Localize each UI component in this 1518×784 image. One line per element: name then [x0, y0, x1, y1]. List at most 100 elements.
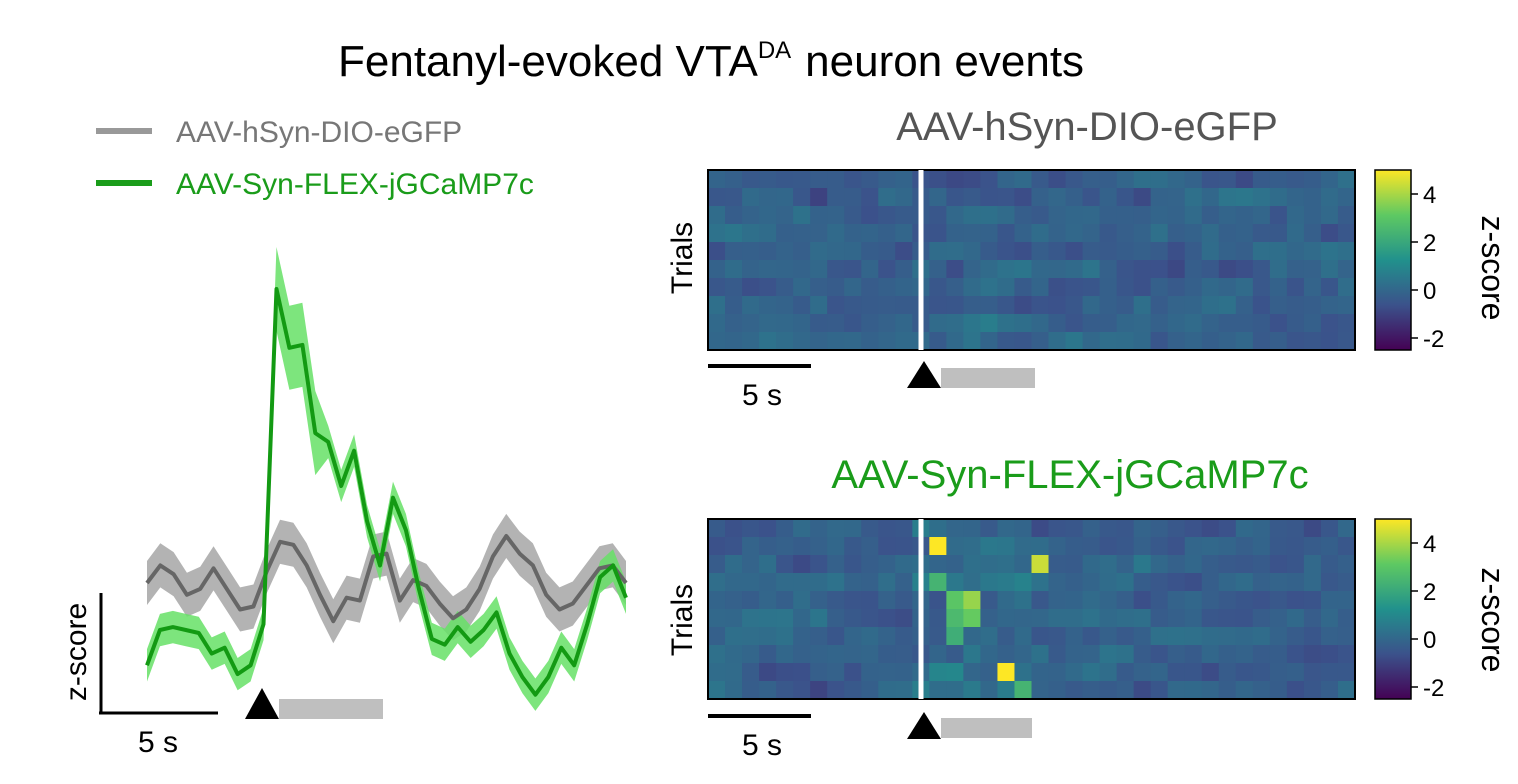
heatmap-cell-gcamp: [1252, 609, 1271, 628]
heatmap-cell-gcamp: [963, 681, 982, 700]
heatmap-cell-control: [929, 314, 947, 333]
heatmap-cell-control: [1320, 332, 1339, 351]
heatmap-cell-gcamp: [725, 645, 743, 664]
heatmap-cell-control: [1201, 170, 1220, 189]
heatmap-cell-gcamp: [1218, 663, 1237, 682]
heatmap-cell-control: [1082, 332, 1101, 351]
heatmap-cell-control: [997, 188, 1016, 207]
heatmap-cell-gcamp: [1184, 609, 1203, 628]
colorbar-tick-label-gcamp: 2: [1423, 579, 1436, 606]
colorbar-tick-label-control: 0: [1423, 278, 1436, 305]
heatmap-cell-gcamp: [742, 627, 760, 646]
colorbar-tick-label-control: 4: [1423, 182, 1436, 209]
colorbar-control: [1374, 169, 1412, 351]
heatmap-cell-gcamp: [929, 555, 947, 574]
heatmap-cell-gcamp: [963, 609, 982, 628]
heatmap-cell-gcamp: [1286, 555, 1305, 574]
heatmap-cell-control: [1201, 242, 1220, 261]
heatmap-cell-control: [946, 170, 964, 189]
heatmap-cell-gcamp: [1099, 663, 1118, 682]
heatmap-cell-control: [1303, 242, 1322, 261]
heatmap-cell-control: [1031, 188, 1050, 207]
heatmap-cell-gcamp: [810, 591, 828, 610]
heatmap-cell-control: [861, 206, 879, 225]
heatmap-cell-control: [861, 224, 879, 243]
colorbar-ticks-gcamp: 4 2 0 -2: [1411, 531, 1444, 702]
heatmap-cell-control: [1337, 242, 1356, 261]
heatmap-cell-gcamp: [1150, 537, 1169, 556]
heatmap-cell-control: [844, 332, 862, 351]
heatmap-cell-gcamp: [1048, 573, 1067, 592]
heatmap-cell-control: [1150, 296, 1169, 315]
heatmap-cell-control: [1218, 170, 1237, 189]
legend: AAV-hSyn-DIO-eGFP AAV-Syn-FLEX-jGCaMP7c: [96, 116, 534, 201]
heatmap-cell-gcamp: [810, 627, 828, 646]
heatmap-cell-gcamp: [1099, 681, 1118, 700]
heatmap-cell-gcamp: [861, 663, 879, 682]
heatmap-cell-gcamp: [878, 627, 896, 646]
heatmap-cell-control: [1167, 170, 1186, 189]
heatmap-cell-control: [793, 260, 811, 279]
heatmap-cell-control: [963, 296, 982, 315]
heatmap-cell-gcamp: [1133, 627, 1152, 646]
heatmap-cell-control: [1218, 188, 1237, 207]
heatmap-cell-gcamp: [929, 645, 947, 664]
heatmap-cell-control: [1133, 224, 1152, 243]
heatmap-cell-gcamp: [1235, 519, 1254, 538]
heatmap-cell-control: [1065, 296, 1084, 315]
heatmap-cell-control: [725, 242, 743, 261]
heatmap-cell-control: [810, 278, 828, 297]
heatmap-cell-control: [929, 188, 947, 207]
heatmap-cell-control: [997, 296, 1016, 315]
heatmap-cell-gcamp: [1048, 627, 1067, 646]
heatmap-cell-control: [1031, 242, 1050, 261]
heatmap-cell-gcamp: [1167, 681, 1186, 700]
heatmap-cell-gcamp: [1065, 609, 1084, 628]
heatmap-cell-gcamp: [1099, 519, 1118, 538]
heatmap-cell-control: [1184, 188, 1203, 207]
heatmap-cell-control: [1150, 170, 1169, 189]
heatmap-cell-gcamp: [1116, 591, 1135, 610]
heatmap-cell-control: [776, 314, 794, 333]
heatmap-cell-control: [1269, 314, 1288, 333]
heatmap-cell-control: [1184, 332, 1203, 351]
heatmap-cell-gcamp: [1048, 591, 1067, 610]
heatmap-cell-gcamp: [827, 645, 845, 664]
heatmap-cell-gcamp: [1167, 519, 1186, 538]
heatmap-cell-control: [1184, 278, 1203, 297]
heatmap-cell-gcamp: [997, 537, 1016, 556]
heatmap-cell-control: [861, 296, 879, 315]
heatmap-cell-gcamp: [1252, 555, 1271, 574]
heatmap-cell-gcamp: [878, 573, 896, 592]
heatmap-cell-gcamp: [1014, 681, 1033, 700]
heatmap-cell-control: [1201, 314, 1220, 333]
heatmap-cell-control: [844, 242, 862, 261]
heatmap-cell-gcamp: [929, 663, 947, 682]
heatmap-cell-gcamp: [1014, 645, 1033, 664]
heatmap-cell-gcamp: [1167, 555, 1186, 574]
heatmap-cell-gcamp: [1031, 555, 1050, 574]
heatmap-cell-gcamp: [895, 519, 913, 538]
heatmap-cell-gcamp: [827, 609, 845, 628]
heatmap-cell-control: [708, 206, 726, 225]
heatmap-cell-gcamp: [1184, 627, 1203, 646]
heatmap-cell-control: [878, 242, 896, 261]
heatmap-cell-gcamp: [997, 609, 1016, 628]
heatmap-cell-gcamp: [1320, 609, 1339, 628]
heatmap-cell-control: [708, 188, 726, 207]
heatmap-cell-gcamp: [1286, 537, 1305, 556]
heatmap-cell-gcamp: [1031, 519, 1050, 538]
heatmap-cell-control: [963, 188, 982, 207]
heatmap-cell-control: [810, 296, 828, 315]
heatmap-cell-control: [1167, 296, 1186, 315]
heatmap-cell-gcamp: [1252, 681, 1271, 700]
heatmap-cell-control: [1099, 242, 1118, 261]
figure-title-superscript: DA: [758, 37, 791, 64]
heatmap-cell-gcamp: [827, 519, 845, 538]
heatmap-cell-control: [1099, 314, 1118, 333]
heatmap-cell-gcamp: [708, 573, 726, 592]
heatmap-cell-control: [878, 332, 896, 351]
heatmap-cell-control: [1082, 206, 1101, 225]
heatmap-cell-control: [1320, 296, 1339, 315]
heatmap-cell-gcamp: [1320, 663, 1339, 682]
